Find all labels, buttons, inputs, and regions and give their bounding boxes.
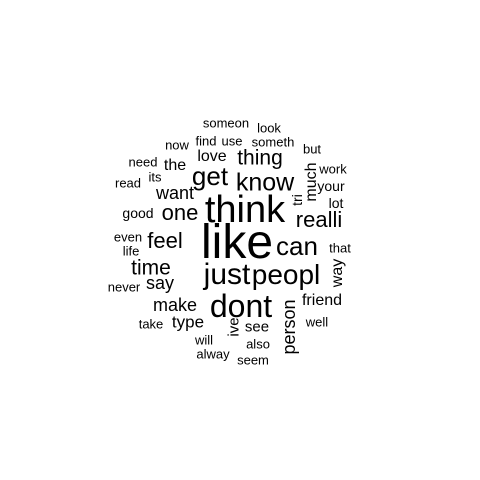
word: read [114, 175, 142, 191]
word: but [302, 141, 322, 157]
word: just [203, 258, 251, 291]
word: one [161, 200, 199, 225]
word: see [244, 318, 270, 336]
word: use [221, 133, 243, 149]
word: friend [301, 292, 343, 309]
word: say [145, 273, 175, 293]
word: will [194, 332, 214, 348]
word: seem [237, 352, 269, 368]
word: someon [202, 115, 250, 131]
word: take [138, 316, 164, 332]
word: think [204, 189, 286, 231]
word: want [155, 183, 195, 203]
word: also [246, 336, 270, 352]
word: your [317, 178, 345, 194]
word: tri [289, 194, 305, 206]
word: life [122, 243, 140, 259]
word: find [195, 133, 217, 149]
word: good [122, 205, 154, 221]
word: love [197, 148, 227, 165]
word: ive [225, 317, 243, 337]
word: even [113, 229, 143, 245]
word: realli [295, 207, 343, 232]
word: never [107, 279, 141, 295]
word: its [148, 169, 162, 185]
word: work [319, 161, 347, 177]
word: lot [328, 195, 344, 211]
word: look [257, 120, 281, 136]
word: the [163, 157, 187, 174]
word: feel [147, 228, 183, 253]
word: way [329, 258, 346, 288]
word: dont [209, 288, 273, 324]
word: make [152, 295, 198, 315]
word: that [329, 240, 351, 256]
word: now [165, 137, 189, 153]
word: person [279, 299, 299, 355]
word: get [191, 161, 229, 191]
word: well [305, 314, 329, 330]
word: peopl [251, 259, 321, 290]
word: can [276, 231, 318, 261]
word: know [235, 168, 295, 197]
word: like [200, 216, 274, 269]
word: need [128, 154, 158, 170]
word: alway [196, 346, 230, 362]
word: thing [237, 146, 283, 170]
word: type [171, 312, 205, 332]
word: time [131, 256, 171, 280]
word: someth [251, 134, 295, 150]
